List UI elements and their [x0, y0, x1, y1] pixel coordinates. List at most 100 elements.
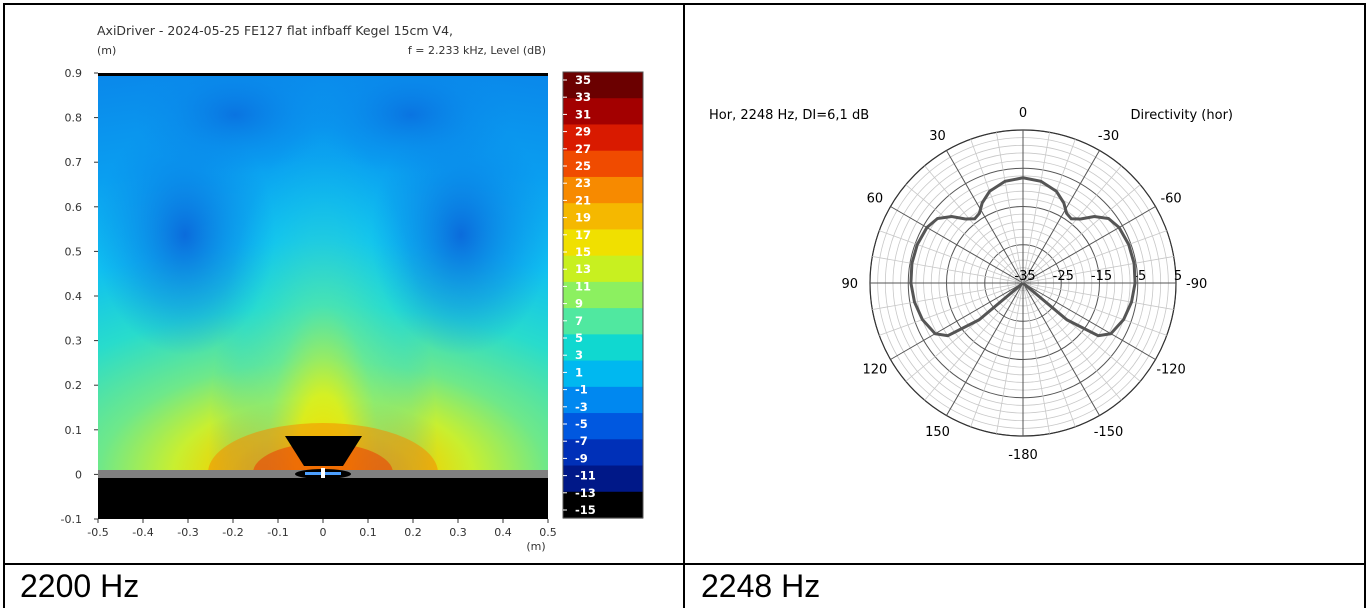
heatmap-colorbar: 3533312927252321191715131197531-1-3-5-7-… [562, 71, 644, 519]
colorbar-segment [563, 491, 643, 519]
x-tick-label: 0.4 [494, 526, 512, 539]
polar-spoke [924, 282, 1024, 401]
polar-spoke [872, 256, 1024, 284]
colorbar-segment [563, 203, 643, 231]
y-tick-label: 0.6 [65, 201, 83, 214]
polar-legend-label: Directivity (hor) [1131, 108, 1233, 123]
polar-angle-label: 60 [867, 192, 884, 207]
colorbar-label: -11 [575, 469, 596, 483]
x-tick-label: -0.4 [132, 526, 153, 539]
polar-spoke [946, 282, 1024, 416]
y-tick-label: 0.2 [65, 379, 83, 392]
polar-spoke [970, 282, 1024, 427]
polar-spoke [1022, 282, 1100, 416]
polar-radial-label: -5 [1133, 269, 1146, 284]
polar-spoke [1022, 230, 1167, 284]
colorbar-label: 5 [575, 331, 583, 345]
colorbar-segment [563, 176, 643, 204]
heatmap-axes: -0.5 -0.4 -0.3 -0.2 -0.1 0 0.1 0.2 0.3 0.4 0.5 -0.1… [61, 67, 557, 539]
x-tick-label: -0.2 [222, 526, 243, 539]
polar-spoke [1022, 282, 1050, 434]
polar-title: Hor, 2248 Hz, DI=6,1 dB [709, 108, 869, 123]
y-tick-label: 0.5 [65, 245, 83, 258]
polar-chart: Hor, 2248 Hz, DI=6,1 dB Directivity (hor… [709, 106, 1233, 463]
caption-left: 2200 Hz [20, 568, 140, 604]
polar-spoke [1022, 282, 1122, 401]
colorbar-label: 3 [575, 348, 583, 362]
polar-spoke [1022, 150, 1100, 284]
polar-spoke [946, 150, 1024, 284]
colorbar-segment [563, 308, 643, 335]
table-divider-row [3, 563, 1366, 565]
colorbar-label: 29 [575, 125, 591, 139]
polar-spoke [1022, 165, 1122, 284]
colorbar-segment [563, 360, 643, 388]
polar-spoke [1022, 132, 1050, 284]
polar-angle-label: 90 [841, 277, 858, 292]
colorbar-segment [563, 150, 643, 178]
polar-spoke [970, 139, 1024, 284]
colorbar-segment [563, 281, 643, 309]
colorbar-label: -13 [575, 486, 596, 500]
polar-angle-label: -150 [1094, 425, 1124, 440]
table-border-left [3, 3, 5, 608]
polar-spoke [872, 282, 1024, 310]
polar-spoke [1022, 256, 1174, 284]
colorbar-label: 1 [575, 365, 583, 379]
x-tick-label: 0.2 [404, 526, 422, 539]
colorbar-segment [563, 255, 643, 283]
polar-radial-label: -25 [1053, 269, 1074, 284]
colorbar-segment [563, 386, 643, 414]
colorbar-label: 21 [575, 193, 591, 207]
polar-angle-label: 30 [929, 129, 946, 144]
colorbar-label: 13 [575, 262, 591, 276]
colorbar-label: 27 [575, 142, 591, 156]
polar-series-line [909, 176, 1137, 338]
x-tick-label: 0.1 [359, 526, 377, 539]
y-tick-label: 0.8 [65, 112, 83, 125]
polar-angle-label: -90 [1186, 277, 1207, 292]
x-tick-label: -0.3 [177, 526, 198, 539]
heatmap-xlabel: (m) [526, 540, 545, 553]
y-tick-label: 0.4 [65, 290, 83, 303]
caption-right: 2248 Hz [701, 568, 821, 604]
x-tick-label: -0.1 [267, 526, 288, 539]
polar-angle-label: -30 [1098, 129, 1119, 144]
colorbar-label: -5 [575, 417, 588, 431]
polar-spoke [1022, 282, 1156, 360]
polar-spoke [996, 282, 1024, 434]
colorbar-label: 15 [575, 245, 591, 259]
x-tick-label: 0.5 [539, 526, 557, 539]
colorbar-label: 9 [575, 297, 583, 311]
polar-spoke [1022, 282, 1076, 427]
polar-angle-labels: 0 -30 -60 -90 -120 -150 -180 150 120 90 60 30 [841, 106, 1207, 463]
polar-angle-label: 120 [862, 363, 887, 378]
heatmap-cell: AxiDriver - 2024-05-25 FE127 flat infbaf… [5, 5, 683, 563]
polar-spoke [879, 230, 1024, 284]
y-tick-label: 0 [75, 468, 82, 481]
polar-grid [869, 129, 1177, 437]
colorbar-label: 7 [575, 314, 583, 328]
heatmap-ylabel: (m) [97, 44, 116, 57]
colorbar-label: -9 [575, 451, 588, 465]
colorbar-segment [563, 229, 643, 257]
polar-spoke [879, 282, 1024, 336]
polar-angle-label: -180 [1008, 448, 1038, 463]
table-border-right [1364, 3, 1366, 608]
heatmap-title: AxiDriver - 2024-05-25 FE127 flat infbaf… [97, 23, 453, 38]
colorbar-label: 17 [575, 228, 591, 242]
polar-spoke [924, 165, 1024, 284]
polar-spoke [1022, 282, 1167, 336]
polar-spoke [1022, 282, 1174, 310]
colorbar-label: 19 [575, 211, 591, 225]
polar-spoke [890, 206, 1024, 284]
x-tick-label: -0.5 [87, 526, 108, 539]
heatmap-subtitle: f = 2.233 kHz, Level (dB) [408, 44, 546, 57]
polar-spoke [905, 184, 1024, 284]
polar-spoke [1022, 139, 1076, 284]
polar-radial-label: 5 [1174, 269, 1182, 284]
polar-spoke [1022, 184, 1141, 284]
y-tick-label: 0.9 [65, 67, 83, 80]
polar-angle-label: 0 [1019, 106, 1027, 121]
colorbar-label: 23 [575, 176, 591, 190]
